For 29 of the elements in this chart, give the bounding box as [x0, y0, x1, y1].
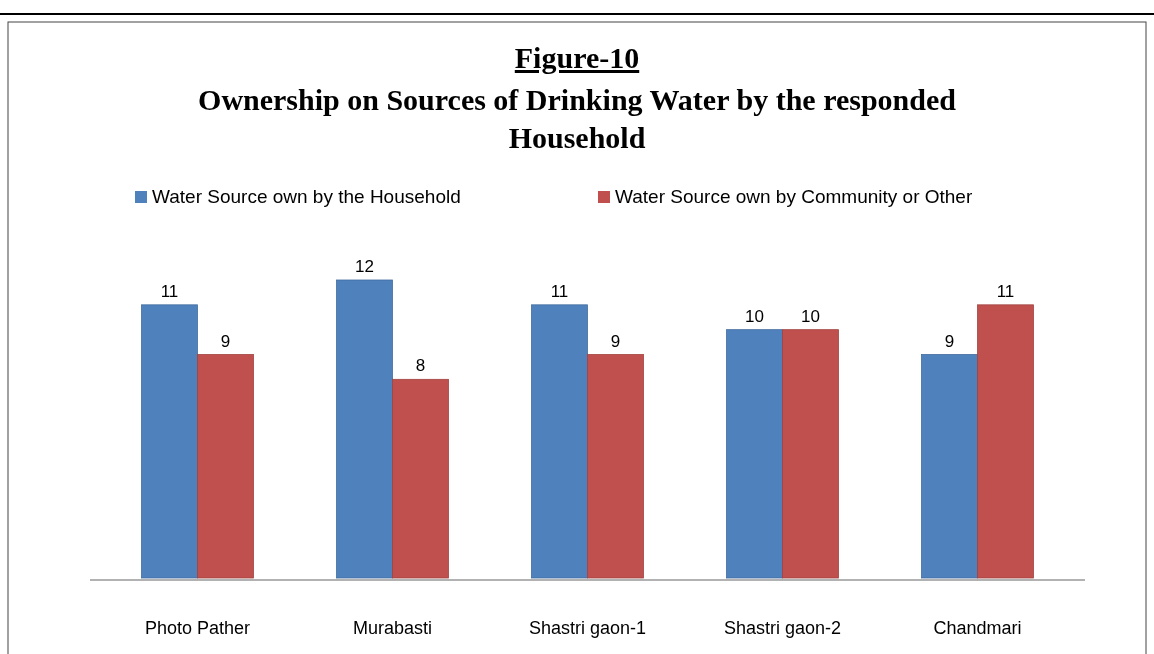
x-tick-label: Photo Pather [144, 618, 251, 638]
x-tick-label: Murabasti [352, 618, 433, 638]
legend-label: Water Source own by the Household [152, 186, 461, 207]
bar [587, 354, 644, 579]
data-label: 10 [745, 306, 764, 326]
data-label: 9 [220, 331, 231, 351]
bar [336, 279, 393, 579]
bar [977, 304, 1034, 579]
bar [531, 304, 588, 579]
bar [782, 329, 839, 579]
bar [197, 354, 254, 579]
x-tick-label: Shastri gaon-1 [528, 618, 647, 638]
bar [141, 304, 198, 579]
data-label: 9 [610, 331, 621, 351]
data-label: 9 [944, 331, 955, 351]
data-label: 12 [355, 257, 374, 276]
data-label: 10 [801, 306, 820, 326]
x-tick-label: Chandmari [933, 618, 1022, 638]
bar [921, 354, 978, 579]
legend-label: Water Source own by Community or Other [615, 186, 973, 207]
chart-subtitle: Ownership on Sources of Drinking Water by the responded Household [198, 83, 957, 154]
bar [392, 378, 449, 579]
data-label: 11 [160, 281, 179, 301]
chart-title: Figure-10 [514, 41, 640, 74]
data-label: 11 [550, 281, 569, 301]
data-label: 11 [996, 281, 1015, 301]
data-label: 8 [415, 356, 426, 376]
bar [726, 329, 783, 579]
x-tick-label: Shastri gaon-2 [723, 618, 842, 638]
